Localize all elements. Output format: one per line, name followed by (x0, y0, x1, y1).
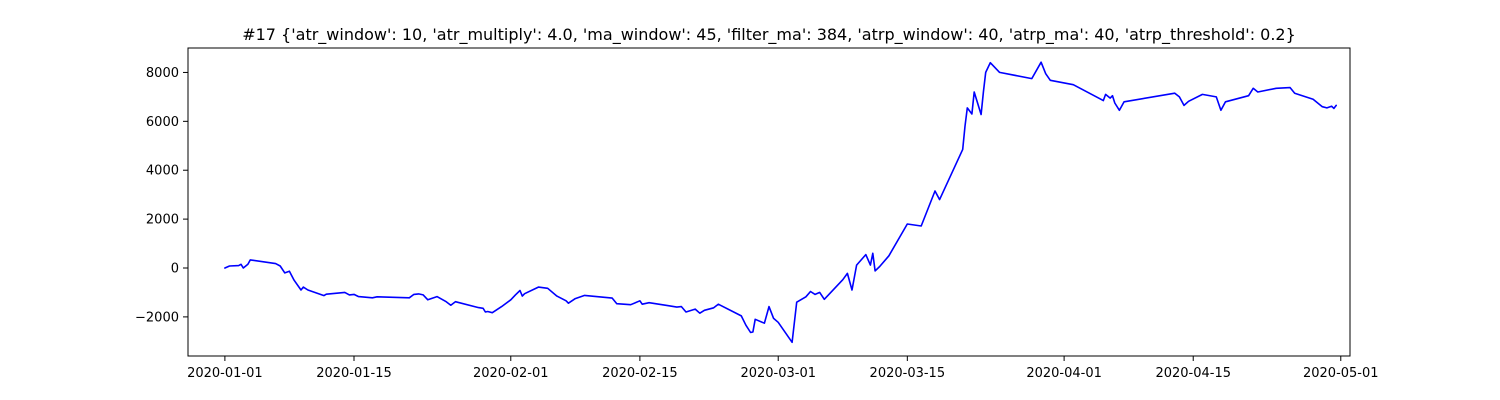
plot-area (224, 61, 1337, 344)
y-axis: −2000 0 2000 4000 6000 8000 (135, 66, 188, 325)
chart-title: #17 {'atr_window': 10, 'atr_multiply': 4… (242, 25, 1296, 45)
x-tick-label: 2020-04-01 (1026, 366, 1102, 381)
x-tick-label: 2020-01-15 (316, 366, 392, 381)
y-tick-label: 8000 (146, 66, 179, 81)
x-tick-label: 2020-02-01 (473, 366, 549, 381)
y-tick-label: −2000 (135, 310, 179, 325)
x-tick-label: 2020-04-15 (1155, 366, 1231, 381)
x-axis: 2020-01-01 2020-01-15 2020-02-01 2020-02-15… (187, 356, 1379, 381)
y-tick-label: 6000 (146, 115, 179, 130)
x-tick-label: 2020-02-15 (602, 366, 678, 381)
y-tick-label: 2000 (146, 213, 179, 228)
y-tick-label: 0 (171, 262, 179, 277)
x-tick-label: 2020-03-01 (740, 366, 816, 381)
x-tick-label: 2020-01-01 (187, 366, 263, 381)
series-line-0 (224, 61, 1337, 344)
plot-frame (187, 47, 1351, 357)
x-tick-label: 2020-03-15 (870, 366, 946, 381)
x-tick-label: 2020-05-01 (1303, 366, 1379, 381)
y-tick-label: 4000 (146, 164, 179, 179)
